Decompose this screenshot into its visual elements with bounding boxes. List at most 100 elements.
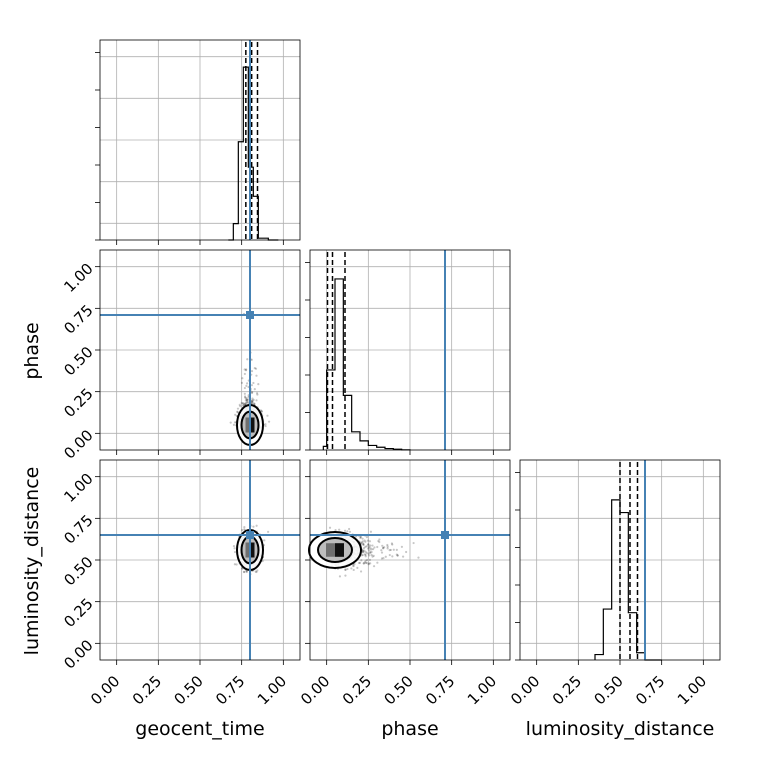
y-label-phase: phase [21, 322, 43, 379]
joint-phase-vs-geocent-time-point [256, 393, 259, 396]
joint-luminosity-distance-vs-phase-point [386, 547, 389, 550]
joint-luminosity-distance-vs-phase-xticklabel-3: 0.75 [422, 672, 458, 708]
joint-luminosity-distance-vs-phase-point [376, 561, 379, 564]
joint-luminosity-distance-vs-phase-point [364, 540, 367, 543]
joint-luminosity-distance-vs-phase-point [372, 565, 376, 568]
joint-phase-vs-geocent-time-point [244, 369, 248, 372]
hist-luminosity-distance-xticklabel-1: 0.25 [549, 672, 585, 708]
joint-luminosity-distance-vs-phase-point [361, 553, 364, 557]
joint-luminosity-distance-vs-phase-point [352, 568, 355, 572]
joint-luminosity-distance-vs-phase-truth-marker [441, 531, 449, 539]
joint-luminosity-distance-vs-geocent-time: 0.000.250.500.751.000.00 0.25 0.50 0.75 1.00 [60, 459, 301, 708]
joint-luminosity-distance-vs-phase-point [367, 552, 370, 555]
joint-luminosity-distance-vs-phase-point [395, 553, 398, 556]
joint-luminosity-distance-vs-phase-point [370, 553, 373, 557]
joint-luminosity-distance-vs-phase-point [367, 547, 370, 550]
joint-luminosity-distance-vs-phase-point [364, 561, 368, 565]
joint-luminosity-distance-vs-phase-xticklabel-4: 1.00 [464, 672, 500, 708]
joint-luminosity-distance-vs-phase-point [376, 545, 379, 549]
joint-luminosity-distance-vs-phase-point [363, 539, 366, 542]
joint-phase-vs-geocent-time-point [245, 384, 248, 387]
joint-phase-vs-geocent-time-point [264, 424, 267, 428]
joint-luminosity-distance-vs-geocent-time-density-peak [250, 542, 255, 558]
joint-luminosity-distance-vs-phase-point [383, 546, 386, 549]
x-label-luminosity-distance: luminosity_distance [526, 718, 715, 740]
joint-luminosity-distance-vs-geocent-time-point [245, 570, 248, 574]
joint-luminosity-distance-vs-phase-point [382, 547, 385, 550]
joint-luminosity-distance-vs-phase-point [367, 546, 370, 549]
joint-phase-vs-geocent-time-point [257, 382, 260, 386]
joint-luminosity-distance-vs-geocent-time-point [233, 550, 237, 554]
joint-phase-vs-geocent-time-point [246, 358, 249, 361]
joint-luminosity-distance-vs-phase-point [347, 527, 351, 531]
joint-phase-vs-geocent-time-point [244, 402, 247, 405]
joint-luminosity-distance-vs-phase-point [360, 559, 363, 562]
joint-luminosity-distance-vs-geocent-time-point [233, 563, 236, 566]
joint-luminosity-distance-vs-geocent-time-point [254, 570, 257, 573]
joint-luminosity-distance-vs-phase-point [364, 559, 367, 562]
joint-phase-vs-geocent-time-point [253, 402, 256, 405]
joint-luminosity-distance-vs-phase-point [346, 567, 349, 571]
joint-phase-vs-geocent-time-point [241, 377, 244, 380]
joint-phase-vs-geocent-time-point [243, 368, 246, 371]
joint-luminosity-distance-vs-phase-point [392, 548, 395, 551]
joint-luminosity-distance-vs-phase-point [369, 551, 372, 555]
joint-luminosity-distance-vs-phase-point [362, 543, 365, 546]
hist-luminosity-distance-xticklabel-2: 0.50 [590, 672, 626, 708]
joint-phase-vs-geocent-time-point [251, 400, 254, 404]
joint-luminosity-distance-vs-phase-point [368, 558, 372, 561]
joint-luminosity-distance-vs-geocent-time-yticklabel-4: 1.00 [60, 470, 96, 506]
joint-luminosity-distance-vs-phase-point [361, 550, 364, 553]
joint-luminosity-distance-vs-phase-point [367, 563, 370, 566]
joint-luminosity-distance-vs-geocent-time-truth-marker [246, 531, 254, 539]
joint-luminosity-distance-vs-phase-point [344, 574, 347, 577]
joint-luminosity-distance-vs-phase-point [362, 546, 366, 550]
joint-luminosity-distance-vs-phase-point [365, 551, 368, 555]
joint-luminosity-distance-vs-phase-point [384, 555, 387, 558]
joint-luminosity-distance-vs-phase-point [369, 550, 372, 554]
hist-luminosity-distance-xticklabel-4: 1.00 [674, 672, 710, 708]
joint-phase-vs-geocent-time-point [250, 391, 254, 395]
joint-luminosity-distance-vs-phase-point [381, 544, 384, 547]
joint-luminosity-distance-vs-phase-point [368, 554, 371, 557]
joint-luminosity-distance-vs-phase-point [359, 570, 363, 573]
joint-luminosity-distance-vs-phase-point [352, 564, 355, 567]
joint-luminosity-distance-vs-geocent-time-point [233, 547, 236, 550]
joint-phase-vs-geocent-time-point [232, 423, 236, 426]
joint-luminosity-distance-vs-phase-point [366, 539, 369, 542]
joint-luminosity-distance-vs-phase-point [358, 561, 362, 564]
joint-luminosity-distance-vs-phase-point [395, 548, 398, 552]
joint-luminosity-distance-vs-phase-point [346, 530, 349, 533]
joint-luminosity-distance-vs-phase-point [386, 543, 389, 547]
joint-luminosity-distance-vs-phase: 0.00 0.25 0.50 0.75 1.00 [297, 459, 511, 708]
joint-phase-vs-geocent-time-yticklabel-4: 1.00 [60, 260, 96, 296]
joint-luminosity-distance-vs-phase-point [367, 543, 370, 546]
joint-luminosity-distance-vs-phase-point [391, 543, 394, 546]
joint-luminosity-distance-vs-phase-point [390, 542, 394, 545]
joint-phase-vs-geocent-time-point [236, 407, 240, 410]
joint-luminosity-distance-vs-phase-point [389, 548, 392, 552]
joint-phase-vs-geocent-time-point [229, 421, 232, 424]
joint-luminosity-distance-vs-phase-point [396, 554, 399, 557]
joint-luminosity-distance-vs-phase-point [377, 539, 380, 543]
joint-phase-vs-geocent-time-point [233, 421, 237, 424]
joint-luminosity-distance-vs-phase-point [365, 536, 369, 539]
joint-luminosity-distance-vs-phase-xticklabel-0: 0.00 [297, 672, 333, 708]
joint-phase-vs-geocent-time-point [250, 384, 253, 387]
joint-luminosity-distance-vs-phase-point [368, 540, 372, 543]
joint-luminosity-distance-vs-phase-point [370, 548, 373, 551]
joint-luminosity-distance-vs-geocent-time-xticklabel-0: 0.00 [87, 672, 123, 708]
joint-luminosity-distance-vs-phase-point [350, 567, 353, 570]
joint-phase-vs-geocent-time-point [260, 410, 263, 413]
hist-luminosity-distance: 0.00 0.25 0.50 0.75 1.00 [507, 459, 721, 708]
joint-luminosity-distance-vs-phase-point [363, 561, 366, 564]
joint-phase-vs-geocent-time-point [255, 374, 258, 377]
joint-luminosity-distance-vs-phase-point [369, 562, 372, 565]
joint-phase-vs-geocent-time-point [240, 401, 243, 405]
joint-luminosity-distance-vs-phase-point [348, 530, 352, 533]
joint-phase-vs-geocent-time-point [266, 414, 269, 417]
joint-phase-vs-geocent-time-point [253, 388, 256, 391]
joint-phase-vs-geocent-time-density-peak [250, 417, 255, 433]
joint-phase-vs-geocent-time-point [245, 401, 249, 404]
joint-phase-vs-geocent-time-point [250, 369, 254, 373]
